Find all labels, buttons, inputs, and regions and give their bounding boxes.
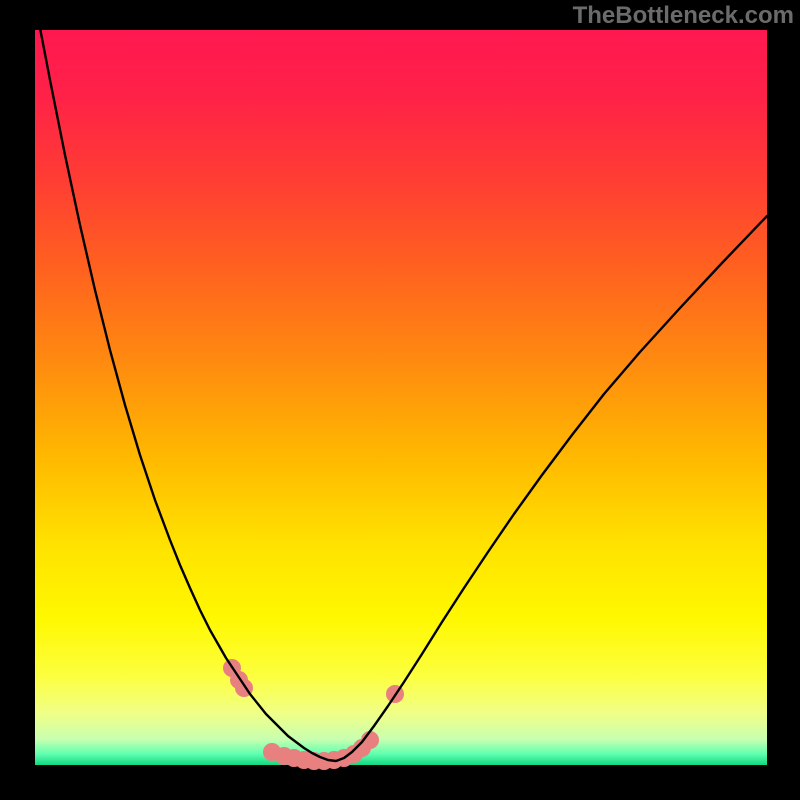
chart-svg bbox=[0, 0, 800, 800]
chart-container: TheBottleneck.com bbox=[0, 0, 800, 800]
watermark-text: TheBottleneck.com bbox=[573, 2, 794, 30]
gradient-panel bbox=[35, 30, 767, 765]
